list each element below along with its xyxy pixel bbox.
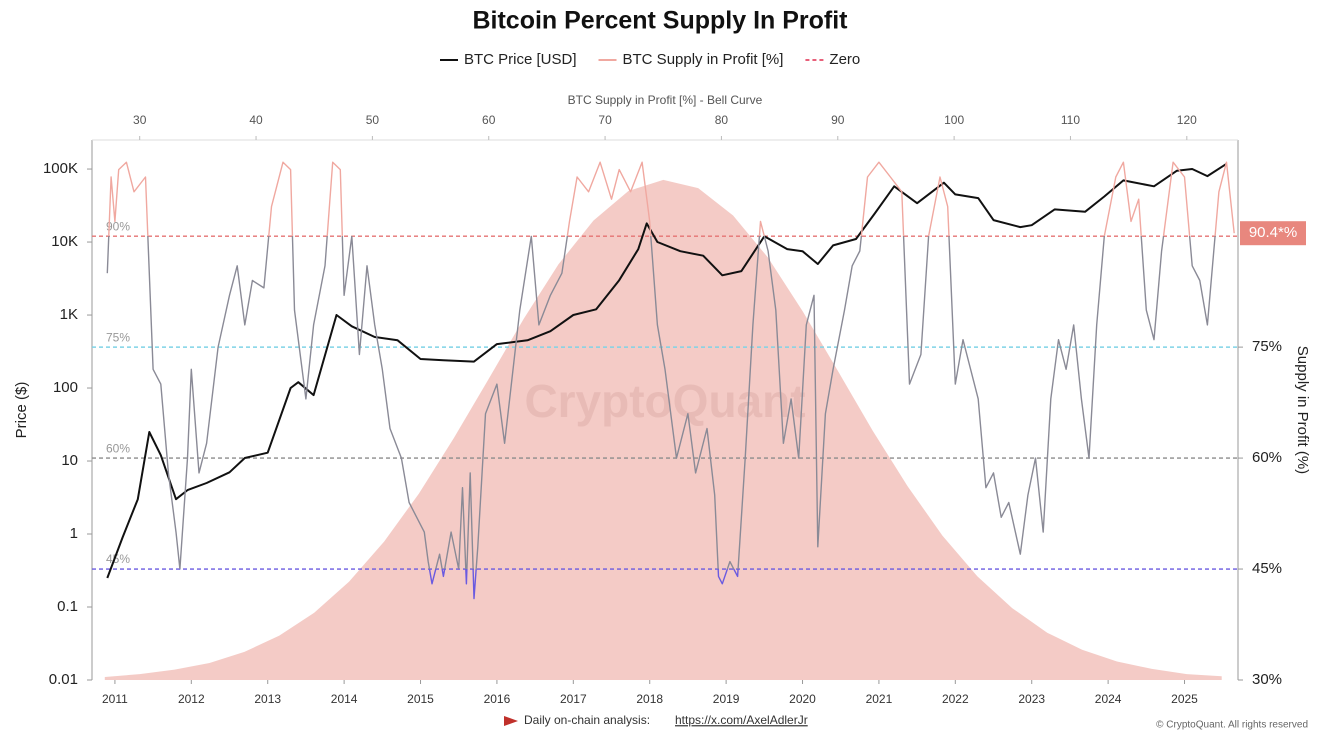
y-tick-label: 10K <box>51 233 78 250</box>
top-x-tick-label: 80 <box>715 113 729 127</box>
y2-tick-label: 60% <box>1252 449 1282 466</box>
bell-curve-area <box>104 179 1222 680</box>
y2-tick-label: 75% <box>1252 338 1282 355</box>
reference-label: 60% <box>106 441 130 455</box>
reference-label: 75% <box>106 330 130 344</box>
watermark: CryptoQuant <box>524 375 805 427</box>
y-tick-label: 100 <box>53 379 78 396</box>
x-tick-label: 2012 <box>178 692 205 706</box>
y-tick-label: 1 <box>70 525 78 542</box>
x-tick-label: 2016 <box>484 692 511 706</box>
top-x-tick-label: 50 <box>366 113 380 127</box>
flag-icon <box>504 716 518 726</box>
y-tick-label: 0.01 <box>49 671 78 688</box>
y-tick-label: 1K <box>60 306 78 323</box>
x-tick-label: 2025 <box>1171 692 1198 706</box>
x-tick-label: 2023 <box>1018 692 1045 706</box>
y-tick-label: 100K <box>43 160 78 177</box>
current-value-label: 90.4*% <box>1249 224 1297 241</box>
y-tick-label: 0.1 <box>57 598 78 615</box>
series-line <box>106 161 1235 600</box>
x-tick-label: 2020 <box>789 692 816 706</box>
top-x-tick-label: 60 <box>482 113 496 127</box>
top-x-tick-label: 120 <box>1177 113 1197 127</box>
x-tick-label: 2015 <box>407 692 434 706</box>
series-line <box>106 162 1228 579</box>
x-tick-label: 2024 <box>1095 692 1122 706</box>
x-tick-label: 2021 <box>866 692 893 706</box>
reference-label: 90% <box>106 219 130 233</box>
chart-title: Bitcoin Percent Supply In Profit <box>472 7 848 35</box>
y2-tick-label: 30% <box>1252 671 1282 688</box>
top-x-tick-label: 100 <box>944 113 964 127</box>
top-axis-title: BTC Supply in Profit [%] - Bell Curve <box>568 93 763 107</box>
top-x-tick-label: 40 <box>249 113 263 127</box>
legend-label: BTC Supply in Profit [%] <box>623 51 784 68</box>
x-tick-label: 2022 <box>942 692 969 706</box>
copyright: © CryptoQuant. All rights reserved <box>1156 720 1308 731</box>
x-tick-label: 2014 <box>331 692 358 706</box>
x-tick-label: 2017 <box>560 692 587 706</box>
x-tick-label: 2013 <box>254 692 281 706</box>
top-x-tick-label: 90 <box>831 113 845 127</box>
x-tick-label: 2011 <box>102 692 128 706</box>
x-tick-label: 2018 <box>636 692 663 706</box>
top-x-tick-label: 30 <box>133 113 147 127</box>
y2-tick-label: 45% <box>1252 560 1282 577</box>
y2-axis-label: Supply in Profit (%) <box>1294 346 1311 474</box>
legend-label: BTC Price [USD] <box>464 51 577 68</box>
top-x-tick-label: 70 <box>598 113 612 127</box>
y-tick-label: 10 <box>61 452 78 469</box>
legend-label: Zero <box>829 51 860 68</box>
footer-link[interactable]: https://x.com/AxelAdlerJr <box>675 713 808 727</box>
footer-text: Daily on-chain analysis: <box>524 713 650 727</box>
reference-label: 45% <box>106 552 130 566</box>
y-axis-label: Price ($) <box>13 382 30 439</box>
top-x-tick-label: 110 <box>1061 113 1080 127</box>
current-value-box <box>1240 221 1306 246</box>
x-tick-label: 2019 <box>713 692 740 706</box>
